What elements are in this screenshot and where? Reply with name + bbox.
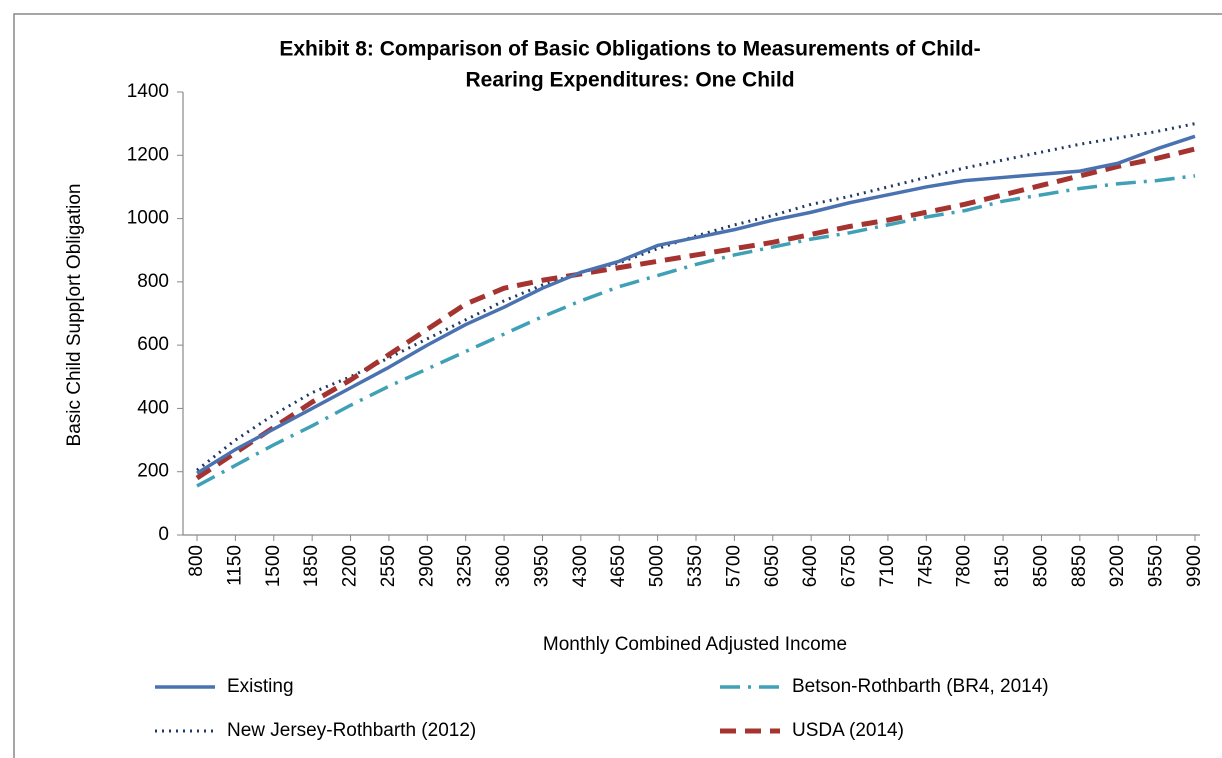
x-tick-label: 6400 bbox=[800, 545, 821, 587]
y-tick-label: 1200 bbox=[127, 144, 169, 165]
y-axis-label: Basic Child Supp[ort Obligation bbox=[64, 184, 85, 447]
x-tick-label: 7450 bbox=[915, 545, 936, 587]
y-tick-label: 200 bbox=[137, 461, 169, 482]
x-tick-label: 3950 bbox=[531, 545, 552, 587]
y-tick-label: 600 bbox=[137, 334, 169, 355]
x-tick-label: 2900 bbox=[416, 545, 437, 587]
x-tick-label: 2550 bbox=[378, 545, 399, 587]
x-tick-label: 3250 bbox=[455, 545, 476, 587]
chart-title: Rearing Expenditures: One Child bbox=[465, 69, 794, 92]
x-tick-label: 9550 bbox=[1146, 545, 1167, 587]
x-tick-label: 8500 bbox=[1030, 545, 1051, 587]
x-axis-label: Monthly Combined Adjusted Income bbox=[543, 634, 847, 655]
x-tick-label: 7100 bbox=[877, 545, 898, 587]
x-tick-label: 4300 bbox=[570, 545, 591, 587]
series-line bbox=[196, 174, 1196, 488]
x-tick-label: 9900 bbox=[1184, 545, 1205, 587]
x-tick-label: 6050 bbox=[762, 545, 783, 587]
y-tick-label: 1400 bbox=[127, 81, 169, 102]
x-tick-label: 8850 bbox=[1069, 545, 1090, 587]
series-line bbox=[196, 134, 1196, 475]
x-tick-label: 4650 bbox=[608, 545, 629, 587]
chart-title: Exhibit 8: Comparison of Basic Obligatio… bbox=[279, 38, 980, 61]
x-tick-label: 1150 bbox=[224, 545, 245, 586]
x-tick-label: 5700 bbox=[723, 545, 744, 587]
x-tick-label: 7800 bbox=[954, 545, 975, 587]
x-tick-label: 1500 bbox=[263, 545, 284, 587]
legend-label: USDA (2014) bbox=[792, 720, 904, 741]
y-tick-label: 0 bbox=[158, 524, 169, 545]
x-tick-label: 5350 bbox=[685, 545, 706, 587]
series-line bbox=[195, 146, 1196, 481]
x-tick-label: 9200 bbox=[1107, 545, 1128, 587]
x-tick-label: 1850 bbox=[301, 545, 322, 587]
x-tick-label: 800 bbox=[186, 545, 207, 577]
y-tick-label: 800 bbox=[137, 271, 169, 292]
legend-label: Betson-Rothbarth (BR4, 2014) bbox=[792, 676, 1049, 697]
x-tick-label: 5000 bbox=[647, 545, 668, 587]
x-tick-label: 6750 bbox=[839, 545, 860, 587]
y-tick-label: 1000 bbox=[127, 208, 169, 229]
legend-label: New Jersey-Rothbarth (2012) bbox=[227, 720, 476, 741]
x-tick-label: 8150 bbox=[992, 545, 1013, 587]
x-tick-label: 3600 bbox=[493, 545, 514, 587]
x-tick-label: 2200 bbox=[340, 545, 361, 587]
legend-label: Existing bbox=[227, 676, 294, 697]
chart-frame bbox=[13, 13, 1222, 758]
y-tick-label: 400 bbox=[137, 397, 169, 418]
